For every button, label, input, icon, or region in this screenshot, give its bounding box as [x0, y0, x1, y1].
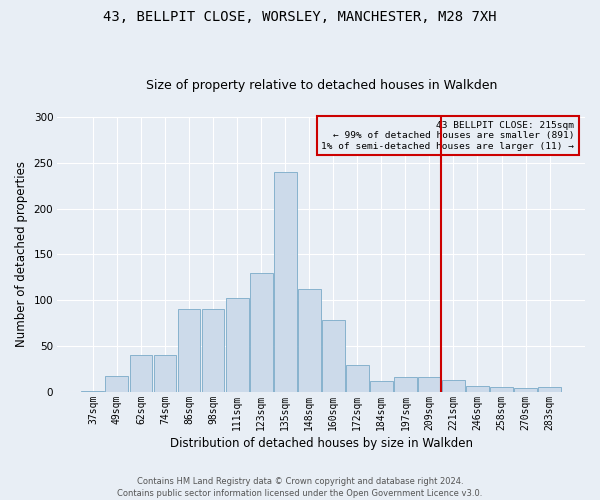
Bar	[154, 356, 176, 392]
X-axis label: Distribution of detached houses by size in Walkden: Distribution of detached houses by size …	[170, 437, 473, 450]
Text: 43, BELLPIT CLOSE, WORSLEY, MANCHESTER, M28 7XH: 43, BELLPIT CLOSE, WORSLEY, MANCHESTER, …	[103, 10, 497, 24]
Bar	[274, 172, 296, 392]
Bar	[346, 366, 369, 392]
Bar	[538, 386, 561, 392]
Text: Contains HM Land Registry data © Crown copyright and database right 2024.
Contai: Contains HM Land Registry data © Crown c…	[118, 476, 482, 498]
Bar	[178, 310, 200, 392]
Bar	[130, 356, 152, 392]
Bar	[418, 378, 441, 392]
Bar	[250, 273, 272, 392]
Bar	[298, 290, 320, 392]
Bar	[442, 380, 465, 392]
Bar	[106, 376, 128, 392]
Bar	[490, 386, 513, 392]
Text: 43 BELLPIT CLOSE: 215sqm
← 99% of detached houses are smaller (891)
1% of semi-d: 43 BELLPIT CLOSE: 215sqm ← 99% of detach…	[322, 121, 574, 150]
Title: Size of property relative to detached houses in Walkden: Size of property relative to detached ho…	[146, 79, 497, 92]
Bar	[202, 310, 224, 392]
Y-axis label: Number of detached properties: Number of detached properties	[15, 162, 28, 348]
Bar	[370, 381, 393, 392]
Bar	[466, 386, 489, 392]
Bar	[514, 388, 537, 392]
Bar	[394, 378, 417, 392]
Bar	[322, 320, 344, 392]
Bar	[226, 298, 248, 392]
Bar	[82, 391, 104, 392]
